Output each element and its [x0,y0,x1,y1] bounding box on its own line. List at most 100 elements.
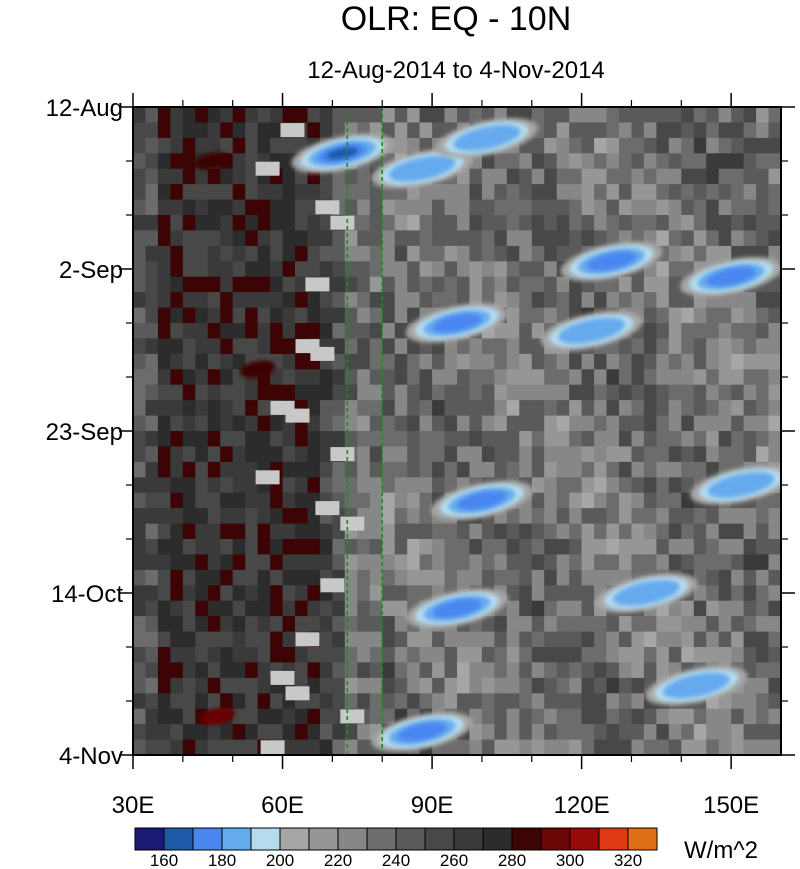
field-cell [295,708,309,725]
field-cell [656,446,670,463]
field-cell [506,585,520,602]
field-cell [706,199,720,216]
field-cell [432,122,446,139]
field-cell [282,554,296,571]
field-cell [170,153,184,170]
field-cell [419,569,433,586]
field-cell [382,338,396,355]
field-cell [332,461,346,478]
field-cell [768,369,781,386]
field-cell [519,338,533,355]
field-cell [718,307,732,324]
field-cell [145,415,159,432]
field-cell [619,724,633,741]
field-cell [619,523,633,540]
field-cell [743,446,757,463]
field-cell [295,616,309,633]
field-cell [718,724,732,741]
field-cell [457,184,471,201]
field-cell [182,554,196,571]
field-cell [556,353,570,370]
field-cell [270,724,284,741]
field-cell [681,554,695,571]
field-cell [444,338,458,355]
field-cell [369,276,383,293]
field-cell [207,245,221,262]
field-cell [432,693,446,710]
field-cell [556,554,570,571]
field-cell [693,369,707,386]
field-cell [731,554,745,571]
colorbar-box [540,827,571,851]
field-cell [282,215,296,231]
field-cell [544,122,558,139]
field-cell [768,307,781,324]
field-cell [282,508,296,525]
field-cell [756,415,770,432]
field-cell [157,523,171,540]
field-cell [693,708,707,725]
field-cell [357,215,371,231]
field-cell [145,662,159,679]
field-cell [170,508,184,525]
field-cell [619,631,633,648]
field-cell [569,477,583,494]
field-cell [768,585,781,602]
field-cell [220,215,234,231]
field-cell [544,199,558,216]
field-cell [631,662,645,679]
field-cell [693,647,707,663]
field-cell [182,662,196,679]
field-cell [581,230,595,247]
field-cell [531,323,545,339]
field-cell [594,539,608,555]
field-cell [457,230,471,247]
field-cell [195,122,209,139]
field-cell [307,122,321,139]
field-cell [232,400,246,417]
field-cell [170,724,184,741]
field-cell [157,446,171,463]
field-cell [419,662,433,679]
field-cell [706,338,720,355]
field-cell [270,708,284,725]
field-cell [232,724,246,741]
field-cell [693,215,707,231]
olr-field [133,107,781,755]
field-cell [594,647,608,663]
field-cell [232,569,246,586]
field-cell [544,508,558,525]
field-cell [444,539,458,555]
field-cell [681,153,695,170]
field-cell [357,338,371,355]
field-cell [257,569,271,586]
field-cell [157,199,171,216]
field-cell [232,693,246,710]
field-cell [656,492,670,509]
field-cell [382,508,396,525]
field-cell [419,122,433,139]
field-cell [581,600,595,617]
field-cell [220,523,234,540]
field-cell [731,724,745,741]
field-cell [544,677,558,694]
field-cell [693,168,707,185]
field-cell [157,461,171,478]
field-cell [643,554,657,571]
field-cell [469,647,483,663]
field-cell [195,677,209,694]
field-cell [344,353,358,370]
field-cell [257,292,271,309]
field-cell [481,724,495,741]
field-cell [382,446,396,463]
field-cell [145,107,159,123]
field-cell [656,369,670,386]
field-cell [145,724,159,741]
field-cell [282,708,296,725]
olr-blob [707,472,775,498]
field-cell [444,662,458,679]
field-cell [382,384,396,401]
field-cell [307,693,321,710]
field-cell [133,708,147,725]
field-cell [419,677,433,694]
